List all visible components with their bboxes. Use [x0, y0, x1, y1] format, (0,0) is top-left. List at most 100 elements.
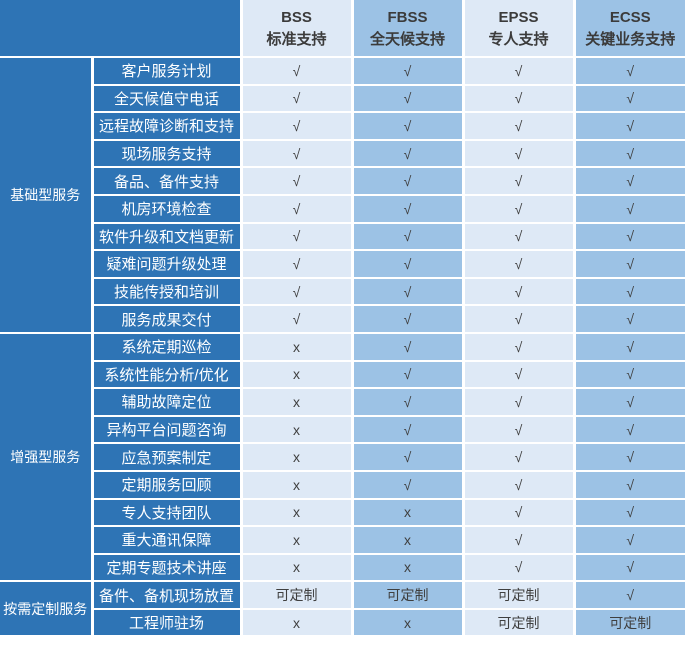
value-cell: √ [350, 111, 465, 141]
value-cell: x [239, 469, 354, 500]
value-cell: √ [350, 469, 465, 500]
value-cell: √ [572, 414, 685, 445]
value-cell: √ [572, 83, 685, 114]
value-cell: √ [239, 249, 354, 279]
value-cell: √ [461, 111, 576, 141]
table-row: 专人支持团队 x x √ √ [0, 497, 685, 528]
value-cell: √ [572, 249, 685, 279]
table-row: 现场服务支持 √ √ √ √ [0, 138, 685, 169]
value-cell: √ [461, 193, 576, 224]
value-cell: √ [350, 166, 465, 196]
value-cell: √ [572, 359, 685, 390]
table-row: 软件升级和文档更新 √ √ √ √ [0, 221, 685, 252]
value-cell: √ [461, 552, 576, 583]
value-cell: √ [461, 138, 576, 169]
value-cell: x [239, 497, 354, 528]
table-row: 按需定制服务 备件、备机现场放置 可定制 可定制 可定制 √ [0, 580, 685, 638]
value-cell: √ [572, 469, 685, 500]
value-cell: x [239, 552, 354, 583]
value-cell: x [239, 525, 354, 555]
value-cell: √ [461, 387, 576, 417]
column-header-bss: BSS 标准支持 [239, 0, 354, 58]
value-cell: x [239, 331, 354, 362]
service-cell: 现场服务支持 [92, 138, 243, 169]
value-cell: √ [350, 387, 465, 417]
column-label: 全天候支持 [369, 30, 445, 48]
value-cell: √ [461, 359, 576, 390]
service-cell: 疑难问题升级处理 [92, 249, 243, 279]
table-corner [0, 0, 243, 58]
value-cell: x [350, 497, 465, 528]
group-cell: 增强型服务 [0, 331, 94, 583]
value-cell: √ [239, 111, 354, 141]
value-cell: √ [350, 304, 465, 334]
value-cell: √ [239, 83, 354, 114]
table-row: 全天候值守电话 √ √ √ √ [0, 83, 685, 114]
value-cell: √ [461, 249, 576, 279]
value-cell: x [350, 552, 465, 583]
value-cell: √ [572, 442, 685, 472]
value-cell: √ [239, 276, 354, 307]
value-cell: 可定制 [239, 580, 354, 610]
value-cell: √ [239, 138, 354, 169]
service-cell: 工程师驻场 [92, 607, 243, 638]
column-label: 关键业务支持 [585, 30, 676, 48]
value-cell: x [350, 525, 465, 555]
value-cell: √ [572, 56, 685, 86]
value-cell: √ [461, 442, 576, 472]
value-cell: √ [461, 83, 576, 114]
value-cell: √ [239, 304, 354, 334]
value-cell: √ [572, 304, 685, 334]
service-cell: 系统定期巡检 [90, 331, 243, 362]
service-cell: 机房环境检查 [92, 193, 243, 224]
service-cell: 重大通讯保障 [92, 525, 243, 555]
value-cell: √ [350, 276, 465, 307]
service-cell: 专人支持团队 [92, 497, 243, 528]
header-row: BSS 标准支持 FBSS 全天候支持 EPSS 专人支持 ECSS 关键业务支… [0, 0, 685, 58]
value-cell: 可定制 [572, 607, 685, 638]
column-label: 专人支持 [488, 30, 549, 48]
value-cell: √ [572, 221, 685, 252]
value-cell: 可定制 [461, 580, 576, 610]
service-cell: 异构平台问题咨询 [92, 414, 243, 445]
table-row: 定期服务回顾 x √ √ √ [0, 469, 685, 500]
table-row: 技能传授和培训 √ √ √ √ [0, 276, 685, 307]
value-cell: √ [572, 552, 685, 583]
value-cell: √ [572, 111, 685, 141]
value-cell: √ [572, 138, 685, 169]
value-cell: √ [461, 414, 576, 445]
table-row: 系统性能分析/优化 x √ √ √ [0, 359, 685, 390]
value-cell: √ [461, 497, 576, 528]
value-cell: √ [461, 469, 576, 500]
value-cell: √ [572, 166, 685, 196]
value-cell: √ [461, 304, 576, 334]
table-row: 工程师驻场 x x 可定制 可定制 [0, 607, 685, 638]
value-cell: √ [350, 442, 465, 472]
group-cell: 按需定制服务 [0, 580, 94, 638]
value-cell: √ [350, 414, 465, 445]
value-cell: √ [572, 276, 685, 307]
table-row: 辅助故障定位 x √ √ √ [0, 387, 685, 417]
value-cell: 可定制 [350, 580, 465, 610]
table-row: 定期专题技术讲座 x x √ √ [0, 552, 685, 583]
value-cell: √ [350, 249, 465, 279]
value-cell: √ [350, 56, 465, 86]
value-cell: √ [461, 56, 576, 86]
service-cell: 技能传授和培训 [92, 276, 243, 307]
service-cell: 全天候值守电话 [92, 83, 243, 114]
service-cell: 远程故障诊断和支持 [92, 111, 243, 141]
service-cell: 备品、备件支持 [92, 166, 243, 196]
value-cell: x [239, 442, 354, 472]
value-cell: √ [350, 221, 465, 252]
value-cell: √ [239, 193, 354, 224]
value-cell: √ [350, 331, 465, 362]
value-cell: √ [461, 276, 576, 307]
value-cell: x [239, 414, 354, 445]
table-row: 服务成果交付 √ √ √ √ [0, 304, 685, 334]
table-row: 备品、备件支持 √ √ √ √ [0, 166, 685, 196]
table-row: 远程故障诊断和支持 √ √ √ √ [0, 111, 685, 141]
column-header-fbss: FBSS 全天候支持 [350, 0, 465, 58]
column-code: BSS [281, 9, 312, 26]
